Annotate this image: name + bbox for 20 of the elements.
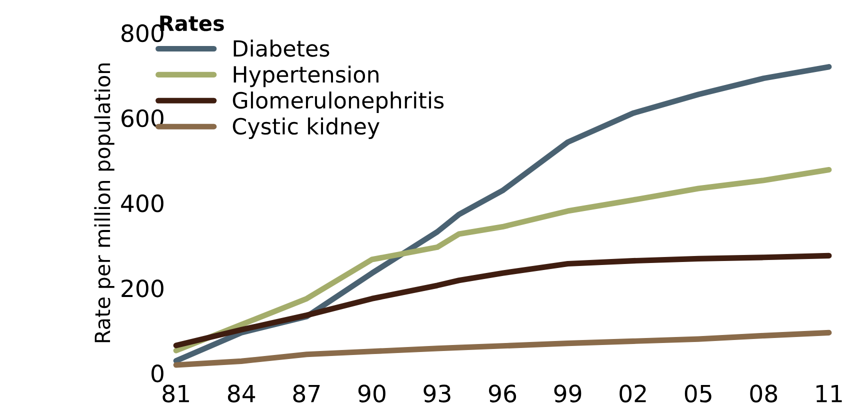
legend-label: Diabetes <box>234 40 330 57</box>
x-tick-label: 02 <box>620 384 646 402</box>
x-tick-label: 81 <box>162 384 189 402</box>
y-tick-label: 400 <box>121 194 164 212</box>
x-tick-label: 05 <box>684 384 712 402</box>
y-tick-label: 0 <box>152 364 164 382</box>
x-tick-label: 99 <box>554 384 582 402</box>
x-tick-label: 11 <box>816 384 842 402</box>
x-tick-label: 87 <box>293 384 320 402</box>
legend-label: Glomerulonephritis <box>232 92 444 114</box>
x-tick-label: 08 <box>750 384 778 402</box>
legend-label: Hypertension <box>234 66 378 88</box>
x-tick-label: 84 <box>228 384 256 402</box>
y-axis-title: Rate per million population <box>94 63 114 342</box>
y-tick-label: 600 <box>122 109 164 128</box>
x-tick-label: 93 <box>424 384 450 402</box>
legend-label: Cystic kidney <box>232 117 380 139</box>
y-tick-label: 200 <box>122 279 164 298</box>
x-tick-label: 90 <box>358 384 386 402</box>
x-tick-label: 96 <box>488 384 516 402</box>
